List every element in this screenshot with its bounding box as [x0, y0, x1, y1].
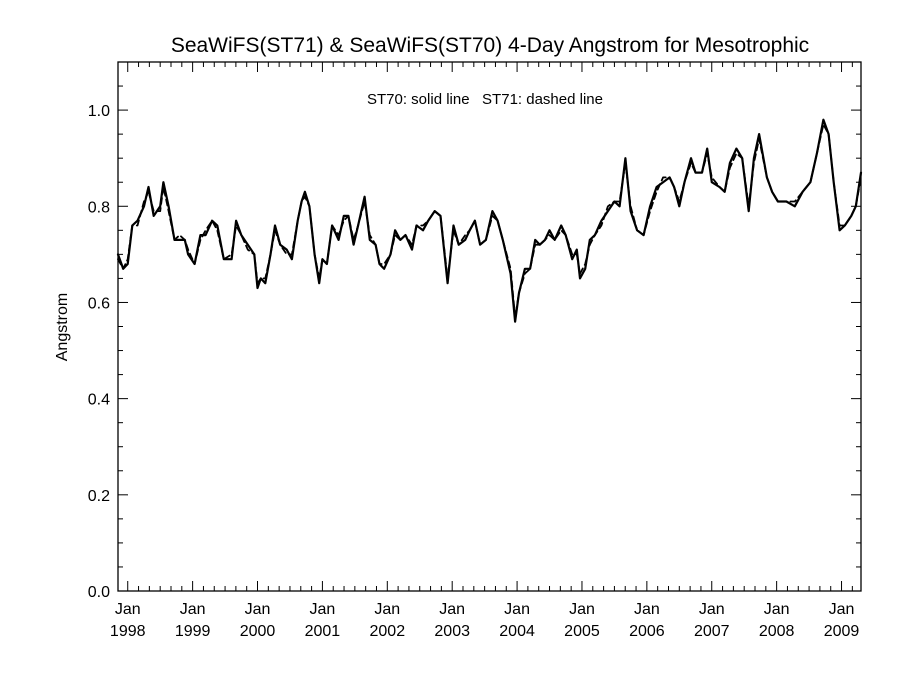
y-tick-label: 1.0	[88, 103, 110, 120]
x-tick-month-label: Jan	[439, 601, 465, 618]
y-tick-label: 0.8	[88, 199, 110, 216]
x-tick-month-label: Jan	[569, 601, 595, 618]
x-tick-year-label: 2001	[305, 623, 341, 640]
x-tick-month-label: Jan	[699, 601, 725, 618]
chart-title: SeaWiFS(ST71) & SeaWiFS(ST70) 4-Day Angs…	[171, 34, 809, 57]
x-tick-year-label: 2005	[564, 623, 600, 640]
x-tick-month-label: Jan	[829, 601, 855, 618]
x-tick-year-label: 2004	[499, 623, 535, 640]
x-tick-month-label: Jan	[504, 601, 530, 618]
x-tick-year-label: 2003	[434, 623, 470, 640]
x-tick-month-label: Jan	[634, 601, 660, 618]
x-tick-year-label: 2006	[629, 623, 665, 640]
series-line-st71	[117, 123, 862, 318]
x-tick-month-label: Jan	[310, 601, 336, 618]
y-tick-label: 0.6	[88, 295, 110, 312]
x-tick-year-label: 2008	[759, 623, 795, 640]
x-tick-year-label: 1999	[175, 623, 211, 640]
x-tick-month-label: Jan	[180, 601, 206, 618]
x-tick-month-label: Jan	[115, 601, 141, 618]
series-layer	[116, 118, 863, 323]
x-tick-year-label: 2007	[694, 623, 730, 640]
x-tick-month-label: Jan	[764, 601, 790, 618]
x-tick-month-label: Jan	[245, 601, 271, 618]
axis-ticks: 0.0 0.2 0.4 0.6 0.8 1.0 Jan 1998 Jan 1999 Jan 2000 J…	[88, 61, 861, 640]
y-axis-label: Angstrom	[54, 293, 71, 361]
x-tick-month-label: Jan	[374, 601, 400, 618]
y-tick-label: 0.4	[88, 392, 110, 409]
x-tick-year-label: 2009	[824, 623, 860, 640]
x-tick-year-label: 1998	[110, 623, 146, 640]
series-line-st70	[116, 118, 863, 323]
y-tick-label: 0.2	[88, 488, 110, 505]
y-tick-label: 0.0	[88, 584, 110, 601]
x-tick-year-label: 2000	[240, 623, 276, 640]
x-tick-year-label: 2002	[370, 623, 406, 640]
line-style-annotation: ST70: solid line ST71: dashed line	[367, 91, 603, 108]
plot-frame	[117, 61, 862, 592]
